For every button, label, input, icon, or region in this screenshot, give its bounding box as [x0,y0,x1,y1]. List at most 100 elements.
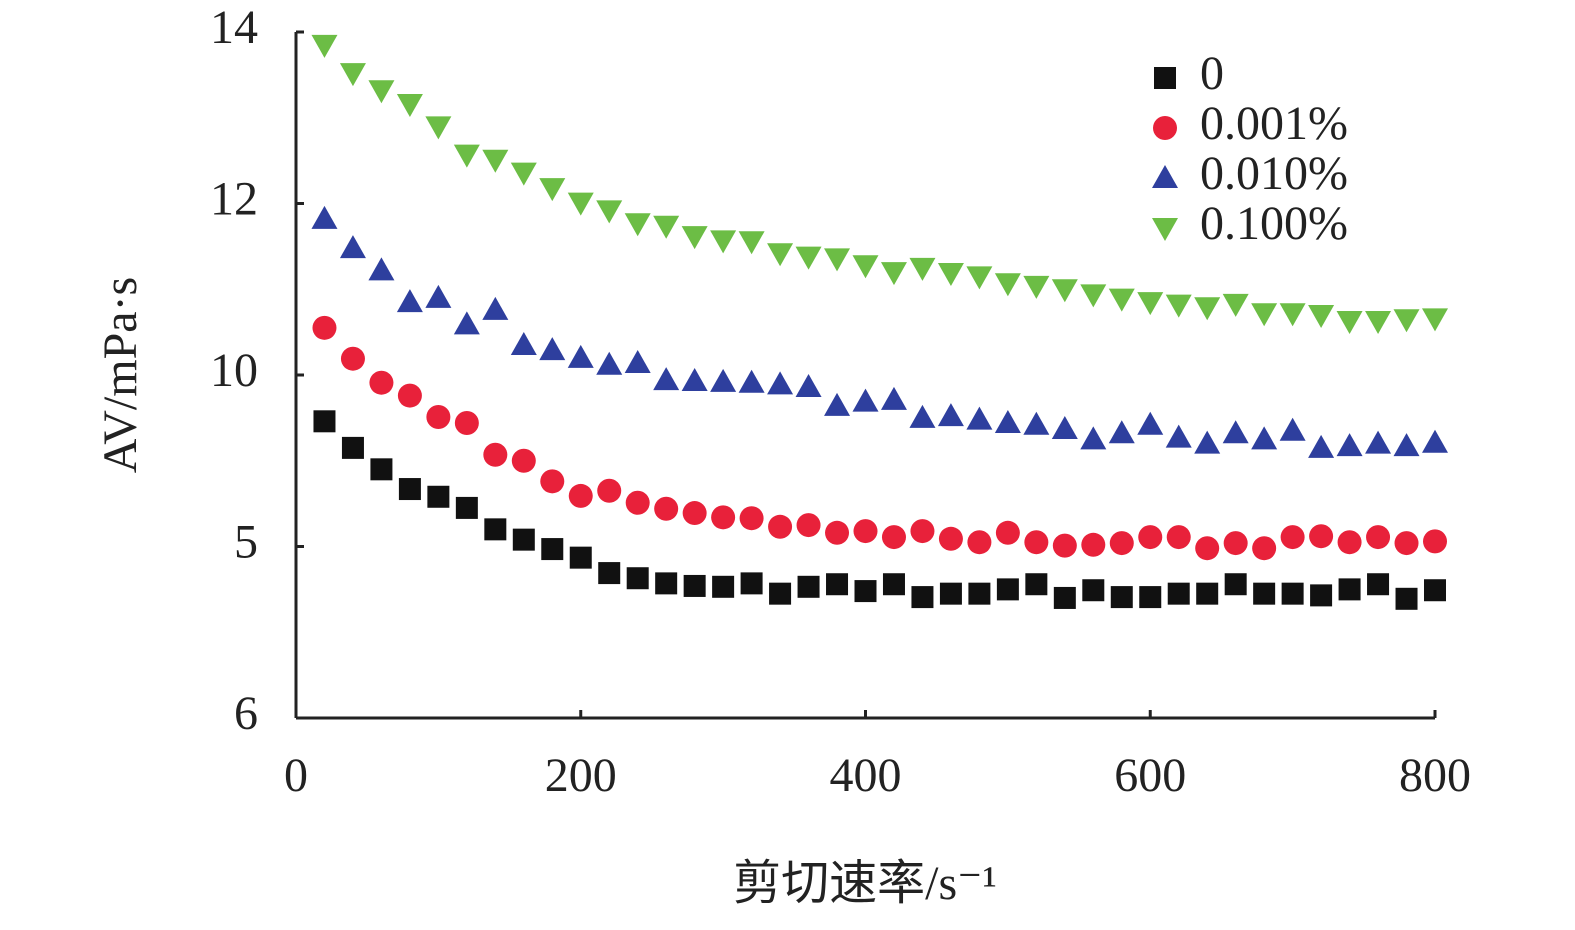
data-point [1251,426,1278,450]
data-point [1308,434,1335,458]
data-point [937,403,964,427]
x-tick-label: 600 [1114,749,1186,802]
legend-marker [1153,116,1177,140]
data-point [426,405,451,430]
data-point [340,346,365,371]
data-point [396,289,423,313]
data-point [1023,275,1050,299]
data-point [795,246,822,270]
data-point [739,506,764,531]
data-point [511,448,536,473]
data-point [681,226,708,250]
data-point [768,514,793,539]
data-point [653,215,680,239]
data-point [1393,433,1420,457]
data-point [994,273,1021,297]
data-point [1167,582,1190,605]
data-point [539,178,566,202]
data-point [427,485,450,508]
x-tick-label: 200 [545,749,617,802]
data-point [1365,430,1392,454]
data-point [682,501,707,526]
data-point [1280,525,1305,550]
data-point [598,562,621,585]
data-point [1336,310,1363,334]
data-point [653,367,680,391]
data-point [1138,525,1163,550]
data-point [966,266,993,290]
x-axis-label: 剪切速率/s⁻¹ [733,857,997,910]
data-point [510,162,537,186]
data-point [1222,293,1249,317]
data-point [852,255,879,279]
data-point [482,296,509,320]
data-point [597,478,622,503]
data-point [966,406,993,430]
data-point [1393,309,1420,333]
data-point [854,580,877,603]
data-point [880,262,907,286]
data-point [339,235,366,259]
data-point [454,411,479,436]
y-axis-label: AV/mPa·s [94,277,147,473]
data-point [1279,303,1306,327]
data-point [1253,582,1276,605]
data-point [1252,536,1277,561]
data-point [710,230,737,254]
data-point [711,505,736,530]
y-tick-label: 5 [234,516,258,569]
data-point [396,94,423,118]
data-point [1166,525,1191,550]
data-point [1422,308,1448,332]
data-point [541,538,564,561]
data-point [824,248,851,272]
data-point [1395,587,1418,610]
data-point [567,344,594,368]
legend-label: 0 [1200,47,1224,100]
data-point [938,526,963,551]
data-point [339,63,366,87]
data-point [1137,411,1164,435]
legend-marker [1154,67,1176,89]
data-point [1051,279,1078,303]
data-point [596,200,623,224]
data-point [826,573,849,596]
data-point [483,442,508,467]
data-point [368,80,395,104]
data-point [369,370,394,395]
data-point [1024,530,1049,555]
data-point [425,284,452,308]
y-tick-label: 12 [210,173,258,226]
data-point [994,410,1021,434]
data-point [1224,573,1247,596]
data-point [624,349,651,373]
data-point [1081,532,1106,557]
data-point [712,575,735,598]
data-point [482,149,509,173]
legend-label: 0.100% [1200,197,1348,250]
data-point [1137,292,1164,316]
data-point [796,513,821,538]
data-point [1080,284,1107,308]
data-point [1108,288,1135,312]
data-point [996,578,1019,601]
data-point [710,368,737,392]
data-point [740,572,763,595]
data-point [1251,303,1278,327]
data-point [683,574,706,597]
data-point [370,458,393,481]
data-point [852,388,879,412]
data-point [1367,573,1390,596]
data-point [880,386,907,410]
data-point [853,519,878,544]
data-point [797,575,820,598]
data-point [626,567,649,590]
data-point [311,205,338,229]
data-point [311,34,338,58]
data-point [769,582,792,605]
data-point [795,374,822,398]
data-point [995,520,1020,545]
legend-label: 0.010% [1200,147,1348,200]
data-point [1309,524,1334,549]
